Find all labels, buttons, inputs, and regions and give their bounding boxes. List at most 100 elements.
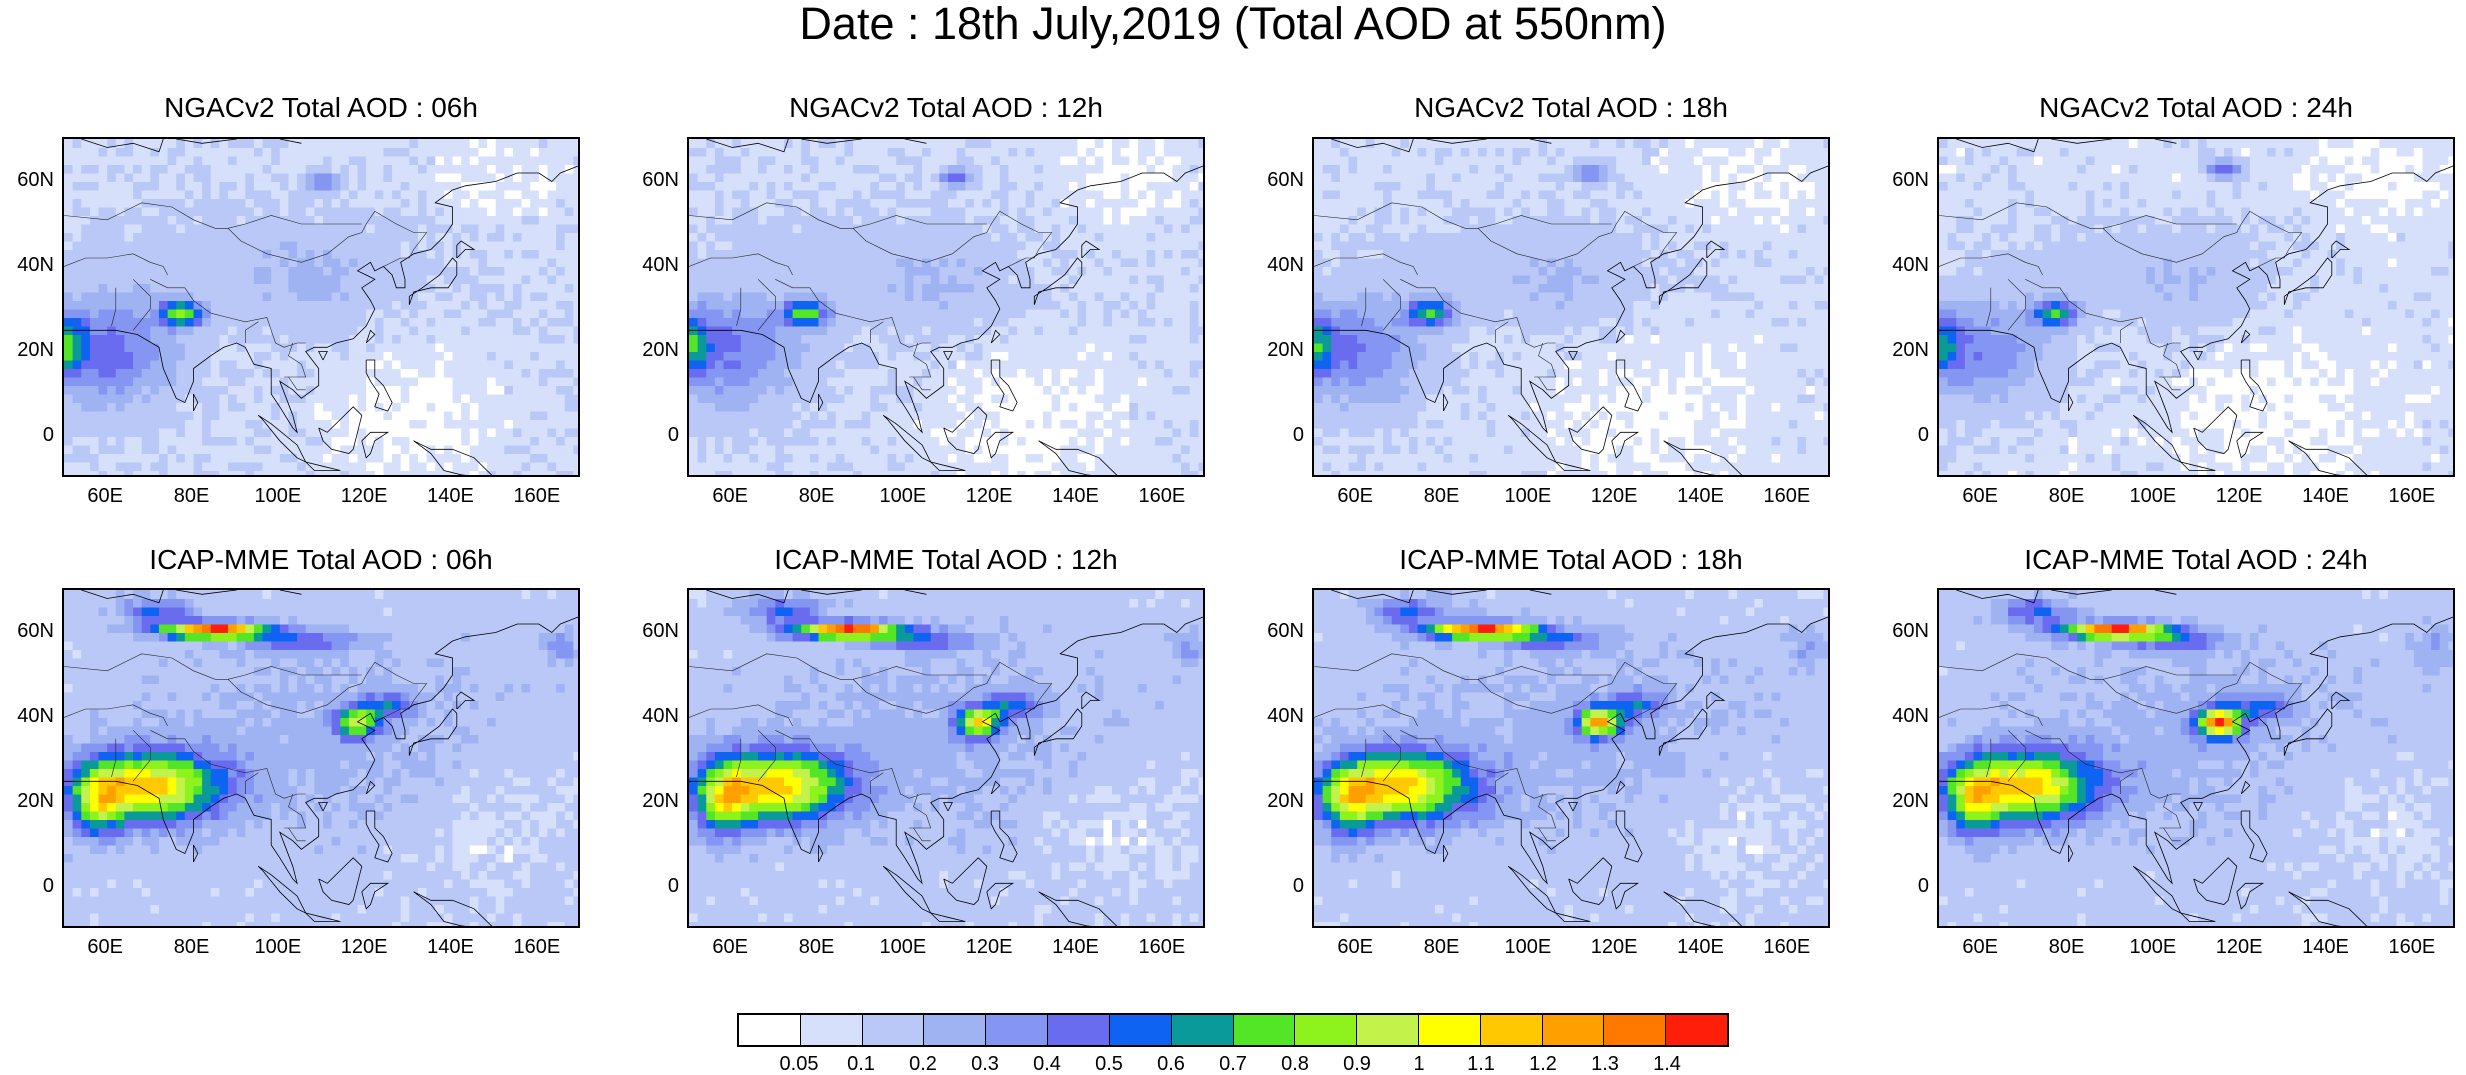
y-tick-label: 20N	[1244, 790, 1304, 812]
colorbar-swatch	[1419, 1015, 1481, 1045]
colorbar	[737, 1013, 1729, 1047]
aod-field	[689, 590, 1205, 928]
x-tick-label: 120E	[2199, 485, 2279, 507]
aod-field	[1314, 590, 1830, 928]
x-tick-label: 80E	[2027, 485, 2107, 507]
aod-map-panel	[1937, 588, 2455, 928]
x-tick-label: 60E	[1315, 936, 1395, 958]
colorbar-label: 0.3	[955, 1053, 1015, 1075]
y-tick-label: 40N	[1244, 254, 1304, 276]
aod-map-panel	[687, 137, 1205, 477]
colorbar-swatch	[801, 1015, 863, 1045]
colorbar-label: 1	[1389, 1053, 1449, 1075]
aod-field	[1939, 139, 2455, 477]
y-tick-label: 40N	[1869, 254, 1929, 276]
x-tick-label: 100E	[1488, 485, 1568, 507]
aod-field	[64, 139, 580, 477]
x-tick-label: 160E	[1747, 485, 1827, 507]
colorbar-swatch	[863, 1015, 925, 1045]
y-tick-label: 40N	[619, 705, 679, 727]
colorbar-swatch	[739, 1015, 801, 1045]
x-tick-label: 140E	[1036, 485, 1116, 507]
x-tick-label: 140E	[1661, 936, 1741, 958]
y-tick-label: 40N	[1869, 705, 1929, 727]
y-tick-label: 60N	[619, 620, 679, 642]
aod-field	[689, 139, 1205, 477]
aod-map-panel	[1937, 137, 2455, 477]
colorbar-swatch	[1543, 1015, 1605, 1045]
aod-map-panel	[62, 137, 580, 477]
colorbar-label: 0.05	[769, 1053, 829, 1075]
x-tick-label: 120E	[949, 485, 1029, 507]
x-tick-label: 80E	[2027, 936, 2107, 958]
y-tick-label: 20N	[1869, 790, 1929, 812]
x-tick-label: 140E	[1036, 936, 1116, 958]
aod-map-panel	[62, 588, 580, 928]
colorbar-swatch	[1295, 1015, 1357, 1045]
colorbar-swatch	[1357, 1015, 1419, 1045]
panel-title: NGACv2 Total AOD : 12h	[687, 92, 1205, 124]
y-tick-label: 20N	[1244, 339, 1304, 361]
x-tick-label: 60E	[1315, 485, 1395, 507]
aod-field	[64, 590, 580, 928]
panel-title: NGACv2 Total AOD : 24h	[1937, 92, 2455, 124]
y-tick-label: 0	[1244, 424, 1304, 446]
y-tick-label: 40N	[1244, 705, 1304, 727]
y-tick-label: 60N	[1869, 169, 1929, 191]
x-tick-label: 120E	[2199, 936, 2279, 958]
colorbar-label: 1.1	[1451, 1053, 1511, 1075]
aod-map-panel	[687, 588, 1205, 928]
colorbar-swatch	[924, 1015, 986, 1045]
x-tick-label: 140E	[411, 485, 491, 507]
y-tick-label: 60N	[1244, 169, 1304, 191]
y-tick-label: 60N	[1244, 620, 1304, 642]
x-tick-label: 60E	[65, 936, 145, 958]
panel-title: ICAP-MME Total AOD : 06h	[62, 544, 580, 576]
x-tick-label: 80E	[777, 485, 857, 507]
y-tick-label: 40N	[0, 254, 54, 276]
x-tick-label: 160E	[2372, 485, 2452, 507]
y-tick-label: 20N	[619, 790, 679, 812]
x-tick-label: 160E	[2372, 936, 2452, 958]
x-tick-label: 140E	[1661, 485, 1741, 507]
x-tick-label: 160E	[1122, 485, 1202, 507]
y-tick-label: 0	[1869, 424, 1929, 446]
y-tick-label: 40N	[0, 705, 54, 727]
x-tick-label: 80E	[152, 936, 232, 958]
colorbar-label: 1.4	[1637, 1053, 1697, 1075]
y-tick-label: 60N	[0, 620, 54, 642]
x-tick-label: 120E	[1574, 936, 1654, 958]
colorbar-swatch	[1604, 1015, 1666, 1045]
colorbar-swatch	[986, 1015, 1048, 1045]
y-tick-label: 60N	[619, 169, 679, 191]
x-tick-label: 100E	[238, 936, 318, 958]
x-tick-label: 80E	[152, 485, 232, 507]
colorbar-swatch	[1172, 1015, 1234, 1045]
y-tick-label: 0	[1869, 875, 1929, 897]
x-tick-label: 140E	[2286, 485, 2366, 507]
y-tick-label: 0	[619, 875, 679, 897]
x-tick-label: 100E	[1488, 936, 1568, 958]
x-tick-label: 100E	[238, 485, 318, 507]
aod-field	[1939, 590, 2455, 928]
x-tick-label: 160E	[1122, 936, 1202, 958]
panel-title: ICAP-MME Total AOD : 18h	[1312, 544, 1830, 576]
y-tick-label: 60N	[1869, 620, 1929, 642]
colorbar-label: 1.3	[1575, 1053, 1635, 1075]
x-tick-label: 60E	[690, 936, 770, 958]
x-tick-label: 100E	[863, 936, 943, 958]
y-tick-label: 0	[0, 875, 54, 897]
colorbar-label: 0.6	[1141, 1053, 1201, 1075]
x-tick-label: 140E	[411, 936, 491, 958]
x-tick-label: 160E	[497, 485, 577, 507]
panel-title: ICAP-MME Total AOD : 12h	[687, 544, 1205, 576]
x-tick-label: 80E	[1402, 936, 1482, 958]
figure-title: Date : 18th July,2019 (Total AOD at 550n…	[0, 0, 2466, 48]
y-tick-label: 20N	[1869, 339, 1929, 361]
y-tick-label: 0	[0, 424, 54, 446]
y-tick-label: 20N	[0, 790, 54, 812]
y-tick-label: 20N	[0, 339, 54, 361]
x-tick-label: 60E	[65, 485, 145, 507]
colorbar-label: 0.4	[1017, 1053, 1077, 1075]
y-tick-label: 40N	[619, 254, 679, 276]
